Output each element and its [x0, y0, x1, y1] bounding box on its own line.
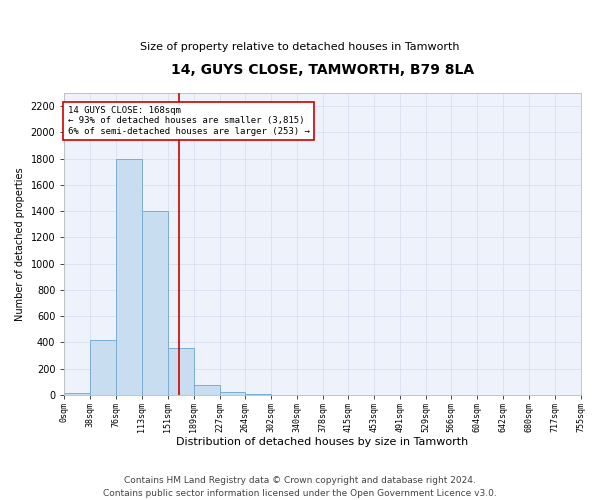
Y-axis label: Number of detached properties: Number of detached properties — [15, 167, 25, 321]
Bar — [142, 211, 167, 395]
Bar — [194, 385, 220, 395]
Bar — [220, 392, 245, 395]
Bar — [167, 348, 194, 395]
Title: 14, GUYS CLOSE, TAMWORTH, B79 8LA: 14, GUYS CLOSE, TAMWORTH, B79 8LA — [171, 62, 474, 76]
Text: Size of property relative to detached houses in Tamworth: Size of property relative to detached ho… — [140, 42, 460, 52]
Bar — [91, 340, 116, 395]
Bar — [245, 394, 271, 395]
Text: 14 GUYS CLOSE: 168sqm
← 93% of detached houses are smaller (3,815)
6% of semi-de: 14 GUYS CLOSE: 168sqm ← 93% of detached … — [68, 106, 310, 136]
Bar — [64, 393, 91, 395]
X-axis label: Distribution of detached houses by size in Tamworth: Distribution of detached houses by size … — [176, 438, 469, 448]
Bar — [116, 158, 142, 395]
Text: Contains HM Land Registry data © Crown copyright and database right 2024.
Contai: Contains HM Land Registry data © Crown c… — [103, 476, 497, 498]
